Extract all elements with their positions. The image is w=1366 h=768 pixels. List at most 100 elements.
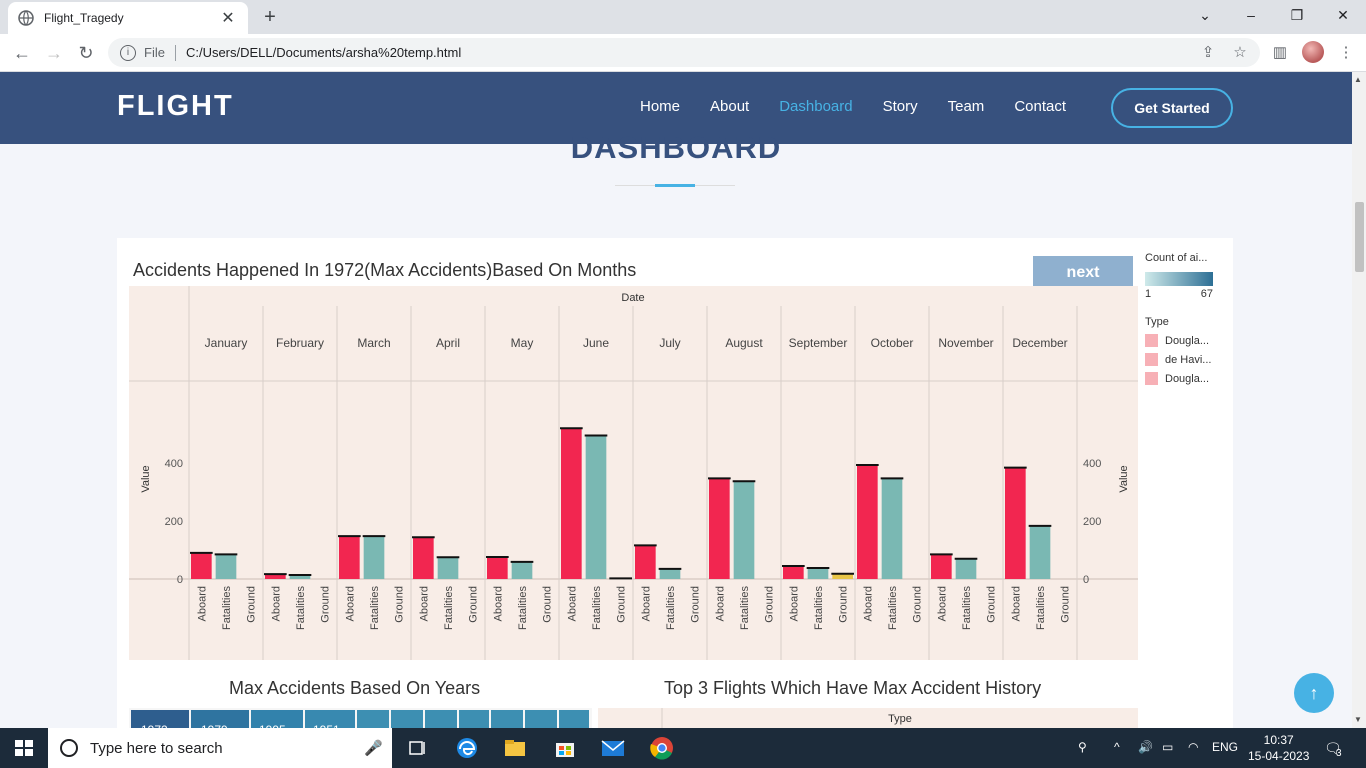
- bar-fatalities[interactable]: [437, 557, 459, 579]
- forward-icon[interactable]: →: [45, 43, 63, 63]
- web-page: FLIGHT Home About Dashboard Story Team C…: [0, 72, 1352, 728]
- share-icon[interactable]: ⇪: [1201, 44, 1215, 61]
- new-tab-button[interactable]: +: [264, 6, 276, 28]
- url-field[interactable]: i File C:/Users/DELL/Documents/arsha%20t…: [108, 38, 1260, 67]
- windows-start-icon[interactable]: [0, 728, 48, 768]
- treemap-cell[interactable]: [459, 710, 489, 728]
- bar-aboard[interactable]: [635, 545, 656, 579]
- treemap-cell[interactable]: [559, 710, 589, 728]
- tab-close-icon[interactable]: ✕: [221, 10, 235, 27]
- scroll-thumb[interactable]: [1355, 202, 1364, 272]
- scroll-down-icon[interactable]: ▼: [1354, 715, 1362, 724]
- show-hidden-icons-chevron[interactable]: ^: [1114, 740, 1120, 754]
- bar-fatalities[interactable]: [881, 478, 903, 579]
- nav-story[interactable]: Story: [882, 98, 918, 115]
- treemap-cell[interactable]: [131, 710, 189, 728]
- wifi-icon[interactable]: ◠: [1188, 740, 1199, 754]
- nav-home[interactable]: Home: [640, 98, 681, 115]
- bar-aboard[interactable]: [487, 556, 508, 579]
- bar-fatalities[interactable]: [955, 558, 977, 579]
- menu-kebab-icon[interactable]: ⋮: [1338, 44, 1354, 61]
- sub-category-label: Fatalities: [517, 586, 529, 631]
- back-to-top-button[interactable]: ↑: [1294, 673, 1334, 713]
- page-scrollbar[interactable]: ▲ ▼: [1352, 72, 1366, 728]
- system-clock[interactable]: 10:37 15-04-2023: [1248, 732, 1309, 764]
- task-view-icon[interactable]: [402, 734, 432, 762]
- language-indicator[interactable]: ENG: [1212, 740, 1239, 754]
- sub-category-label: Aboard: [714, 586, 726, 621]
- bar-fatalities[interactable]: [1029, 525, 1051, 579]
- microphone-icon[interactable]: 🎤: [364, 740, 383, 757]
- bar-fatalities[interactable]: [363, 536, 385, 579]
- legend-item-label: Dougla...: [1165, 372, 1210, 385]
- bar-aboard[interactable]: [561, 428, 582, 579]
- legend-item[interactable]: Dougla...: [1145, 334, 1233, 347]
- volume-icon[interactable]: 🔊: [1138, 740, 1153, 754]
- restore-button[interactable]: ❐: [1290, 7, 1304, 23]
- bar-fatalities[interactable]: [585, 435, 607, 579]
- bar-fatalities[interactable]: [733, 481, 755, 579]
- get-started-button[interactable]: Get Started: [1111, 88, 1233, 128]
- notification-icon[interactable]: 🗨: [1324, 740, 1342, 756]
- treemap-cell[interactable]: [305, 710, 355, 728]
- battery-icon[interactable]: ▭: [1162, 740, 1174, 754]
- mail-icon[interactable]: [598, 734, 628, 762]
- treemap-cell[interactable]: [391, 710, 423, 728]
- bar-fatalities[interactable]: [215, 554, 237, 579]
- bar-aboard[interactable]: [191, 552, 212, 579]
- people-icon[interactable]: ⚲: [1078, 740, 1087, 754]
- nav-about[interactable]: About: [710, 98, 750, 115]
- y-tick-label-right: 400: [1083, 458, 1101, 470]
- treemap-cell[interactable]: [191, 710, 249, 728]
- bar-aboard[interactable]: [709, 478, 730, 579]
- sub-category-label: Aboard: [492, 586, 504, 621]
- bar-aboard[interactable]: [265, 574, 286, 579]
- tab-search-chevron-icon[interactable]: ⌄: [1199, 7, 1211, 23]
- month-label: December: [1012, 336, 1067, 350]
- side-panel-icon[interactable]: ▥: [1272, 44, 1288, 61]
- bookmark-star-icon[interactable]: ☆: [1233, 44, 1247, 61]
- bar-aboard[interactable]: [1005, 467, 1026, 579]
- legend-item[interactable]: de Havi...: [1145, 353, 1233, 366]
- scroll-up-icon[interactable]: ▲: [1354, 75, 1362, 84]
- minimize-button[interactable]: –: [1247, 7, 1255, 23]
- info-icon[interactable]: i: [120, 44, 136, 61]
- bar-aboard[interactable]: [413, 537, 434, 579]
- sub-category-label: Aboard: [936, 586, 948, 621]
- store-icon[interactable]: [550, 734, 580, 762]
- sub-category-label: Aboard: [418, 586, 430, 621]
- bar-aboard[interactable]: [339, 536, 360, 579]
- file-explorer-icon[interactable]: [500, 734, 530, 762]
- nav-dashboard[interactable]: Dashboard: [779, 98, 853, 115]
- treemap-cell[interactable]: [357, 710, 389, 728]
- next-button[interactable]: next: [1033, 256, 1133, 290]
- bar-ground[interactable]: [832, 573, 853, 579]
- sub-category-label: Fatalities: [1035, 586, 1047, 631]
- treemap-cell[interactable]: [491, 710, 523, 728]
- legend-min: 1: [1145, 288, 1152, 300]
- chrome-icon[interactable]: [647, 734, 677, 762]
- treemap-cell[interactable]: [425, 710, 457, 728]
- sub-category-label: Ground: [246, 586, 258, 623]
- back-icon[interactable]: ←: [13, 43, 31, 63]
- bar-aboard[interactable]: [857, 465, 878, 579]
- profile-avatar[interactable]: [1302, 41, 1324, 63]
- month-label: May: [511, 336, 534, 350]
- treemap-cell[interactable]: [251, 710, 303, 728]
- bar-aboard[interactable]: [783, 565, 804, 579]
- bar-fatalities[interactable]: [289, 574, 311, 579]
- close-window-button[interactable]: ✕: [1337, 7, 1349, 23]
- nav-contact[interactable]: Contact: [1014, 98, 1067, 115]
- browser-tab[interactable]: Flight_Tragedy ✕: [8, 2, 248, 34]
- bar-aboard[interactable]: [931, 554, 952, 579]
- bar-fatalities[interactable]: [659, 568, 681, 579]
- edge-icon[interactable]: [452, 734, 482, 762]
- bar-fatalities[interactable]: [511, 561, 533, 579]
- treemap-cell[interactable]: [525, 710, 557, 728]
- bar-fatalities[interactable]: [807, 567, 829, 579]
- taskbar-search[interactable]: Type here to search 🎤: [48, 728, 392, 768]
- nav-team[interactable]: Team: [947, 98, 985, 115]
- legend-item[interactable]: Dougla...: [1145, 372, 1233, 385]
- site-logo[interactable]: FLIGHT: [117, 90, 234, 122]
- reload-icon[interactable]: ↻: [78, 43, 94, 63]
